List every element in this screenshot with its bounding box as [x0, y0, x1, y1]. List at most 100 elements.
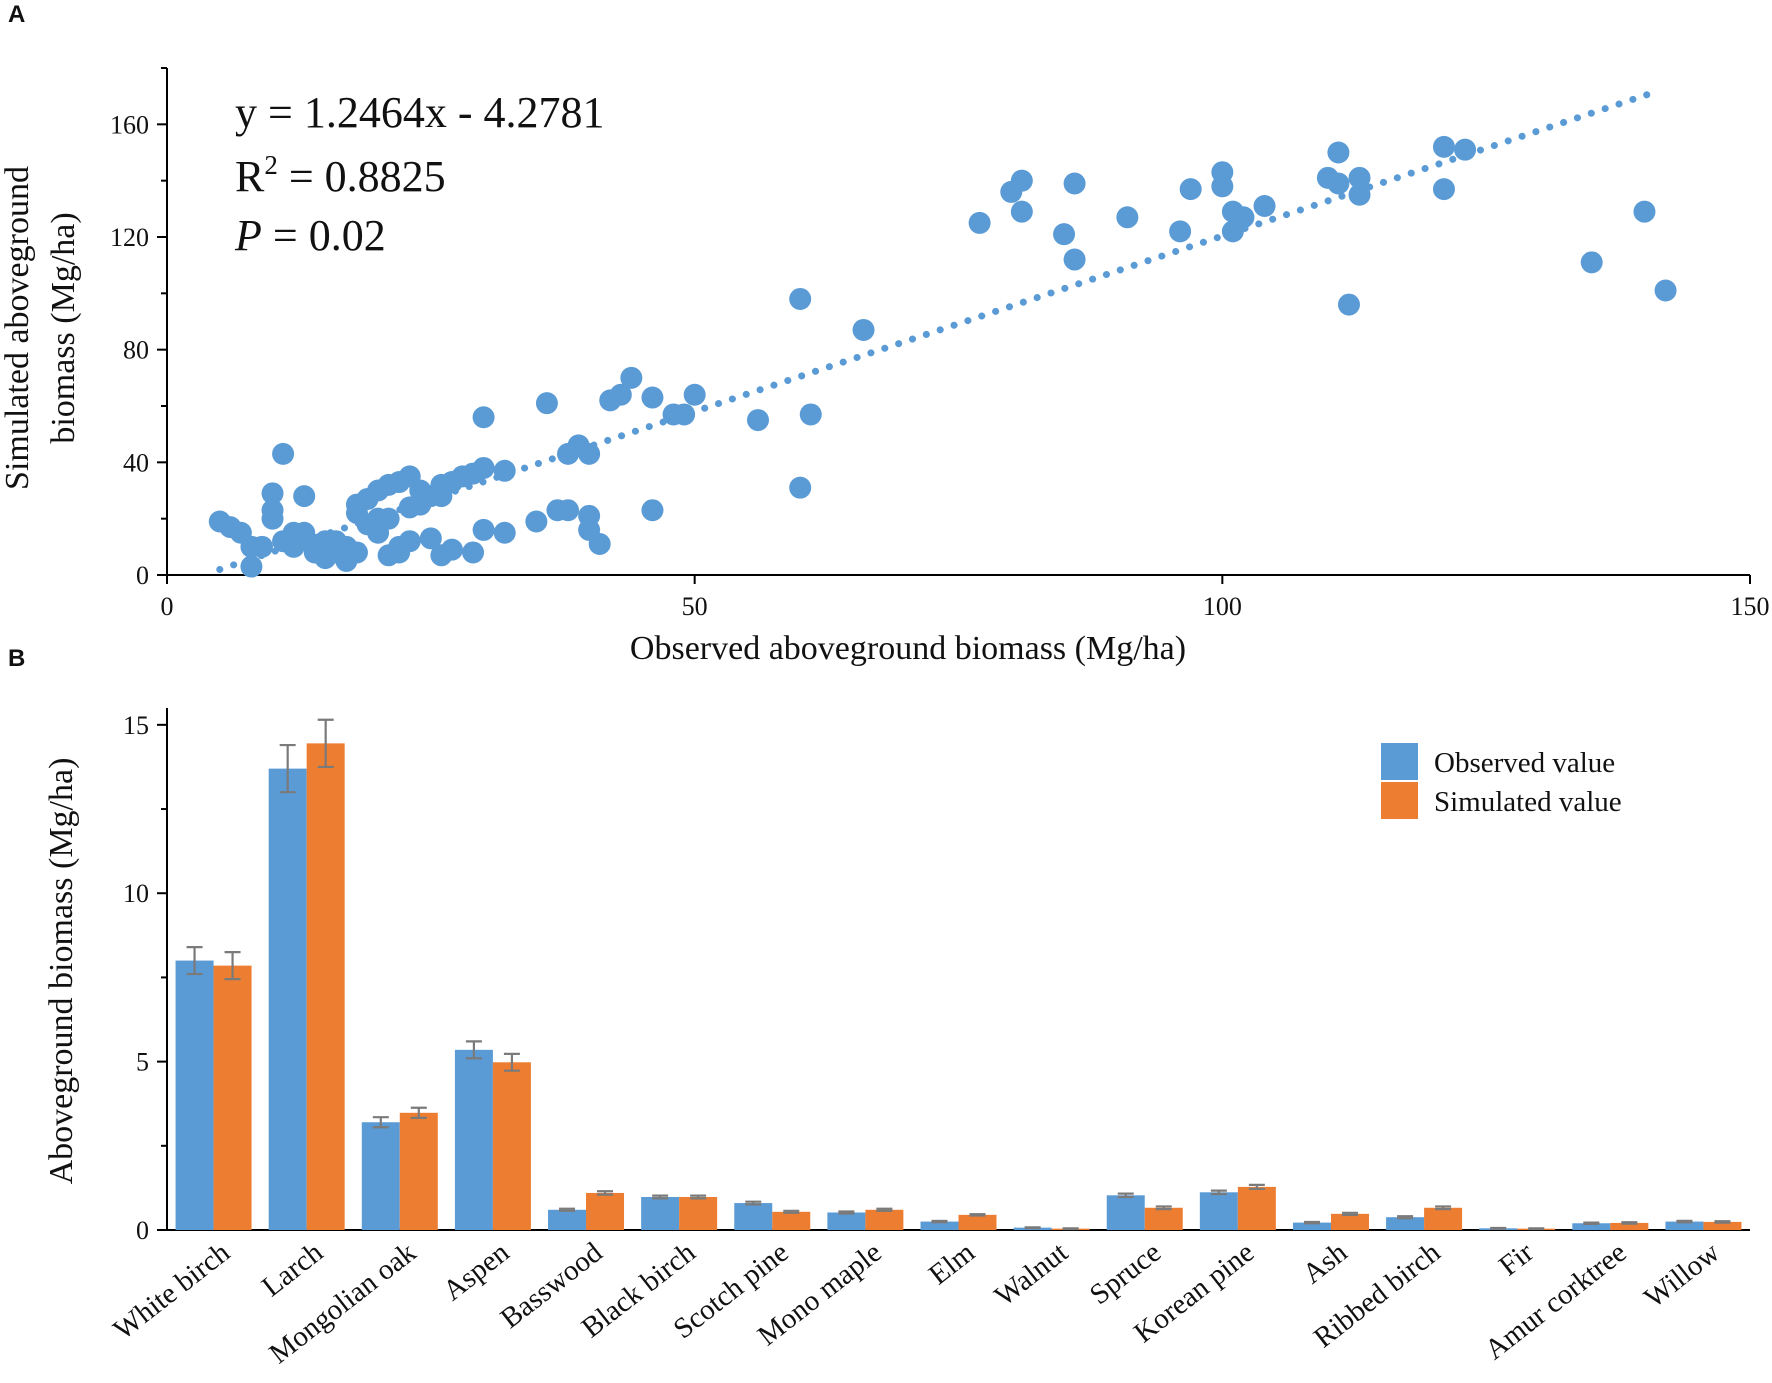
error-bar — [1248, 1183, 1265, 1191]
bar-observed — [268, 768, 307, 1230]
scatter-point — [493, 521, 516, 544]
bar-simulated — [679, 1196, 718, 1230]
error-bar — [1024, 1226, 1041, 1230]
error-bar — [783, 1209, 800, 1214]
scatter-point — [1116, 206, 1139, 229]
category-label: Walnut — [989, 1236, 1074, 1312]
scatter-point — [272, 442, 295, 465]
error-bar — [1062, 1227, 1079, 1231]
scatter-point — [789, 476, 812, 499]
bar-observed — [454, 1049, 493, 1230]
scatter-axes: 0 50 100 150 0 40 80 120 160 — [110, 67, 1770, 621]
category-label: Aspen — [437, 1236, 515, 1307]
legend: Observed value Simulated value — [1381, 743, 1622, 819]
legend-swatch-observed — [1381, 743, 1418, 780]
scatter-point — [578, 504, 601, 527]
scatter-panel: 0 50 100 150 0 40 80 120 160 y = 1.2464x - 4.278… — [0, 67, 1770, 667]
bar-simulated — [1144, 1207, 1183, 1230]
error-bar — [745, 1200, 762, 1206]
scatter-point — [293, 485, 316, 508]
error-bar — [503, 1052, 520, 1072]
bar-simulated — [958, 1214, 997, 1230]
error-bar — [1397, 1215, 1414, 1220]
error-bar — [876, 1207, 893, 1212]
scatter-y-tick-label: 120 — [110, 223, 149, 252]
category-label: White birch — [108, 1236, 237, 1346]
scatter-point — [419, 527, 442, 550]
error-bar — [1155, 1205, 1172, 1211]
scatter-point — [440, 538, 463, 561]
bar-y-tick-label: 5 — [136, 1048, 149, 1077]
scatter-point — [261, 507, 284, 530]
error-bar — [372, 1116, 389, 1129]
scatter-point — [345, 541, 368, 564]
scatter-point — [1432, 178, 1455, 201]
bar-observed — [175, 960, 214, 1230]
scatter-point — [1454, 138, 1477, 161]
bar-observed — [641, 1196, 680, 1230]
scatter-point — [1053, 223, 1076, 246]
error-bar — [690, 1194, 707, 1200]
scatter-point — [1633, 200, 1656, 223]
error-bar — [1714, 1220, 1731, 1224]
bar-observed — [1665, 1221, 1704, 1230]
r-squared-value: = 0.8825 — [278, 152, 446, 201]
legend-label-simulated: Simulated value — [1434, 786, 1622, 818]
scatter-point — [683, 383, 706, 406]
p-value-label: P — [234, 211, 262, 260]
r-squared-sup: 2 — [264, 150, 278, 180]
scatter-point — [377, 507, 400, 530]
scatter-point — [557, 499, 580, 522]
scatter-point — [1010, 200, 1033, 223]
scatter-point — [472, 456, 495, 479]
scatter-x-tick-label: 150 — [1731, 592, 1770, 621]
error-bar — [279, 743, 296, 794]
bar-y-tick-label: 10 — [123, 879, 149, 908]
error-bar — [1435, 1205, 1452, 1211]
error-bar — [465, 1040, 482, 1060]
bar-y-tick-label: 15 — [123, 711, 149, 740]
scatter-point — [1169, 220, 1192, 243]
scatter-x-tick-label: 50 — [682, 592, 708, 621]
scatter-point — [535, 392, 558, 415]
scatter-point — [261, 482, 284, 505]
error-bar — [1528, 1227, 1545, 1231]
scatter-point — [641, 386, 664, 409]
scatter-point — [1327, 172, 1350, 195]
category-label: Elm — [923, 1236, 981, 1291]
scatter-point — [525, 510, 548, 533]
scatter-y-tick-label: 40 — [123, 448, 149, 477]
scatter-point — [799, 403, 822, 426]
category-label: Willow — [1638, 1236, 1725, 1314]
error-bar — [186, 946, 203, 976]
bar-observed — [1386, 1217, 1425, 1230]
scatter-point — [472, 406, 495, 429]
bar-marks — [175, 718, 1742, 1231]
scatter-point — [462, 541, 485, 564]
scatter-y-tick-label: 80 — [123, 336, 149, 365]
bar-simulated — [1703, 1221, 1742, 1230]
r-squared-base: R — [235, 152, 265, 201]
bar-simulated — [1610, 1222, 1649, 1230]
scatter-point — [1348, 166, 1371, 189]
bar-simulated — [213, 965, 252, 1230]
scatter-point — [852, 318, 875, 341]
scatter-point — [620, 366, 643, 389]
scatter-point — [746, 409, 769, 432]
scatter-point — [1432, 135, 1455, 158]
bar-observed — [361, 1122, 400, 1230]
bar-simulated — [492, 1062, 531, 1230]
bar-simulated — [399, 1112, 438, 1230]
error-bar — [1583, 1221, 1600, 1226]
scatter-x-axis-title: Observed aboveground biomass (Mg/ha) — [630, 630, 1186, 667]
bar-simulated — [1424, 1207, 1463, 1230]
bar-simulated — [306, 743, 345, 1230]
error-bar — [652, 1194, 669, 1200]
scatter-point — [1348, 183, 1371, 206]
error-bar — [317, 718, 334, 769]
p-value: P = 0.02 — [234, 211, 386, 260]
category-label: Spruce — [1084, 1236, 1167, 1311]
bar-observed — [734, 1203, 773, 1230]
error-bar — [1341, 1211, 1358, 1216]
